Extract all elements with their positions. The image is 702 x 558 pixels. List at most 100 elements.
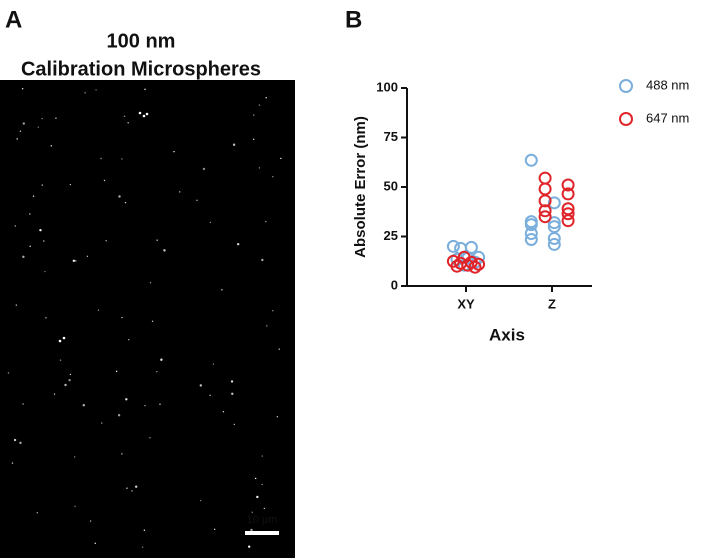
y-tick-label: 0 — [391, 277, 398, 292]
speck — [74, 505, 76, 508]
speck — [212, 363, 215, 365]
speck — [254, 477, 257, 480]
y-tick-label: 25 — [384, 228, 398, 243]
speck — [230, 380, 234, 383]
speck — [19, 441, 22, 445]
speck — [15, 304, 18, 306]
data-point — [547, 237, 561, 251]
speck — [160, 358, 163, 361]
speck — [231, 392, 234, 395]
data-point — [561, 187, 575, 201]
data-point — [446, 239, 460, 253]
speck — [149, 437, 151, 439]
data-point — [561, 178, 575, 192]
legend-marker — [619, 112, 633, 126]
data-point — [547, 196, 561, 210]
speck — [156, 239, 158, 241]
speck — [124, 201, 127, 204]
y-tick-label: 100 — [376, 79, 398, 94]
speck — [233, 423, 235, 426]
speck — [261, 483, 263, 486]
speck — [13, 438, 17, 442]
speck — [62, 336, 66, 340]
speck — [118, 195, 121, 198]
speck — [265, 220, 267, 223]
speck — [29, 245, 31, 248]
speck — [55, 117, 57, 119]
speck — [123, 115, 126, 117]
speck — [44, 270, 46, 273]
speck — [82, 404, 85, 407]
speck — [22, 255, 25, 259]
speck — [21, 88, 24, 90]
speck — [199, 384, 202, 387]
data-point — [524, 227, 538, 241]
scale-bar-label: 10 μm — [247, 514, 278, 526]
speck — [265, 97, 267, 99]
speck — [37, 126, 40, 128]
speck — [117, 414, 121, 417]
speck — [134, 485, 138, 488]
speck — [256, 495, 259, 499]
speck — [131, 490, 133, 492]
speck — [236, 242, 240, 246]
data-point — [524, 153, 538, 167]
speck — [163, 249, 166, 252]
speck — [263, 507, 266, 510]
speck — [145, 112, 149, 116]
speck — [72, 259, 76, 262]
speck — [272, 176, 274, 178]
speck — [149, 282, 152, 284]
speck — [209, 221, 212, 224]
speck — [173, 150, 175, 153]
speck — [94, 542, 96, 544]
speck — [69, 183, 72, 186]
speck — [253, 114, 255, 116]
speck — [89, 520, 92, 522]
speck — [261, 455, 263, 457]
y-tick-label: 50 — [384, 178, 398, 193]
panel-label: A — [5, 6, 22, 33]
speck — [221, 289, 223, 291]
speck — [156, 370, 158, 373]
speck — [222, 411, 225, 413]
data-point — [450, 259, 464, 273]
data-point — [454, 256, 468, 270]
speck — [16, 138, 18, 140]
speck — [199, 499, 202, 502]
data-point — [538, 204, 552, 218]
specks — [7, 88, 282, 548]
speck — [232, 143, 236, 146]
speck — [50, 145, 52, 147]
speck — [103, 179, 106, 182]
speck — [144, 88, 146, 91]
legend-marker — [619, 79, 633, 93]
speck — [125, 398, 128, 401]
speck — [196, 199, 198, 202]
y-axis-label: Absolute Error (nm) — [352, 116, 369, 258]
speck — [159, 403, 161, 405]
speck — [272, 310, 274, 312]
speck — [14, 225, 16, 227]
scale-bar — [245, 531, 279, 535]
speck — [53, 393, 56, 395]
speck — [213, 528, 216, 530]
data-point — [538, 210, 552, 224]
speck — [105, 240, 107, 242]
speck — [253, 138, 255, 141]
speck — [121, 158, 123, 160]
speck — [59, 359, 62, 361]
data-point — [561, 214, 575, 228]
legend-label: 488 nm — [646, 77, 689, 92]
legend-label: 647 nm — [646, 110, 689, 125]
speck — [64, 383, 67, 387]
y-tick-label: 75 — [384, 129, 398, 144]
speck — [75, 260, 77, 262]
speck — [22, 403, 24, 405]
speck — [58, 339, 62, 343]
speck — [144, 404, 146, 407]
data-point — [547, 216, 561, 230]
speck — [95, 89, 97, 91]
speck — [143, 529, 146, 531]
